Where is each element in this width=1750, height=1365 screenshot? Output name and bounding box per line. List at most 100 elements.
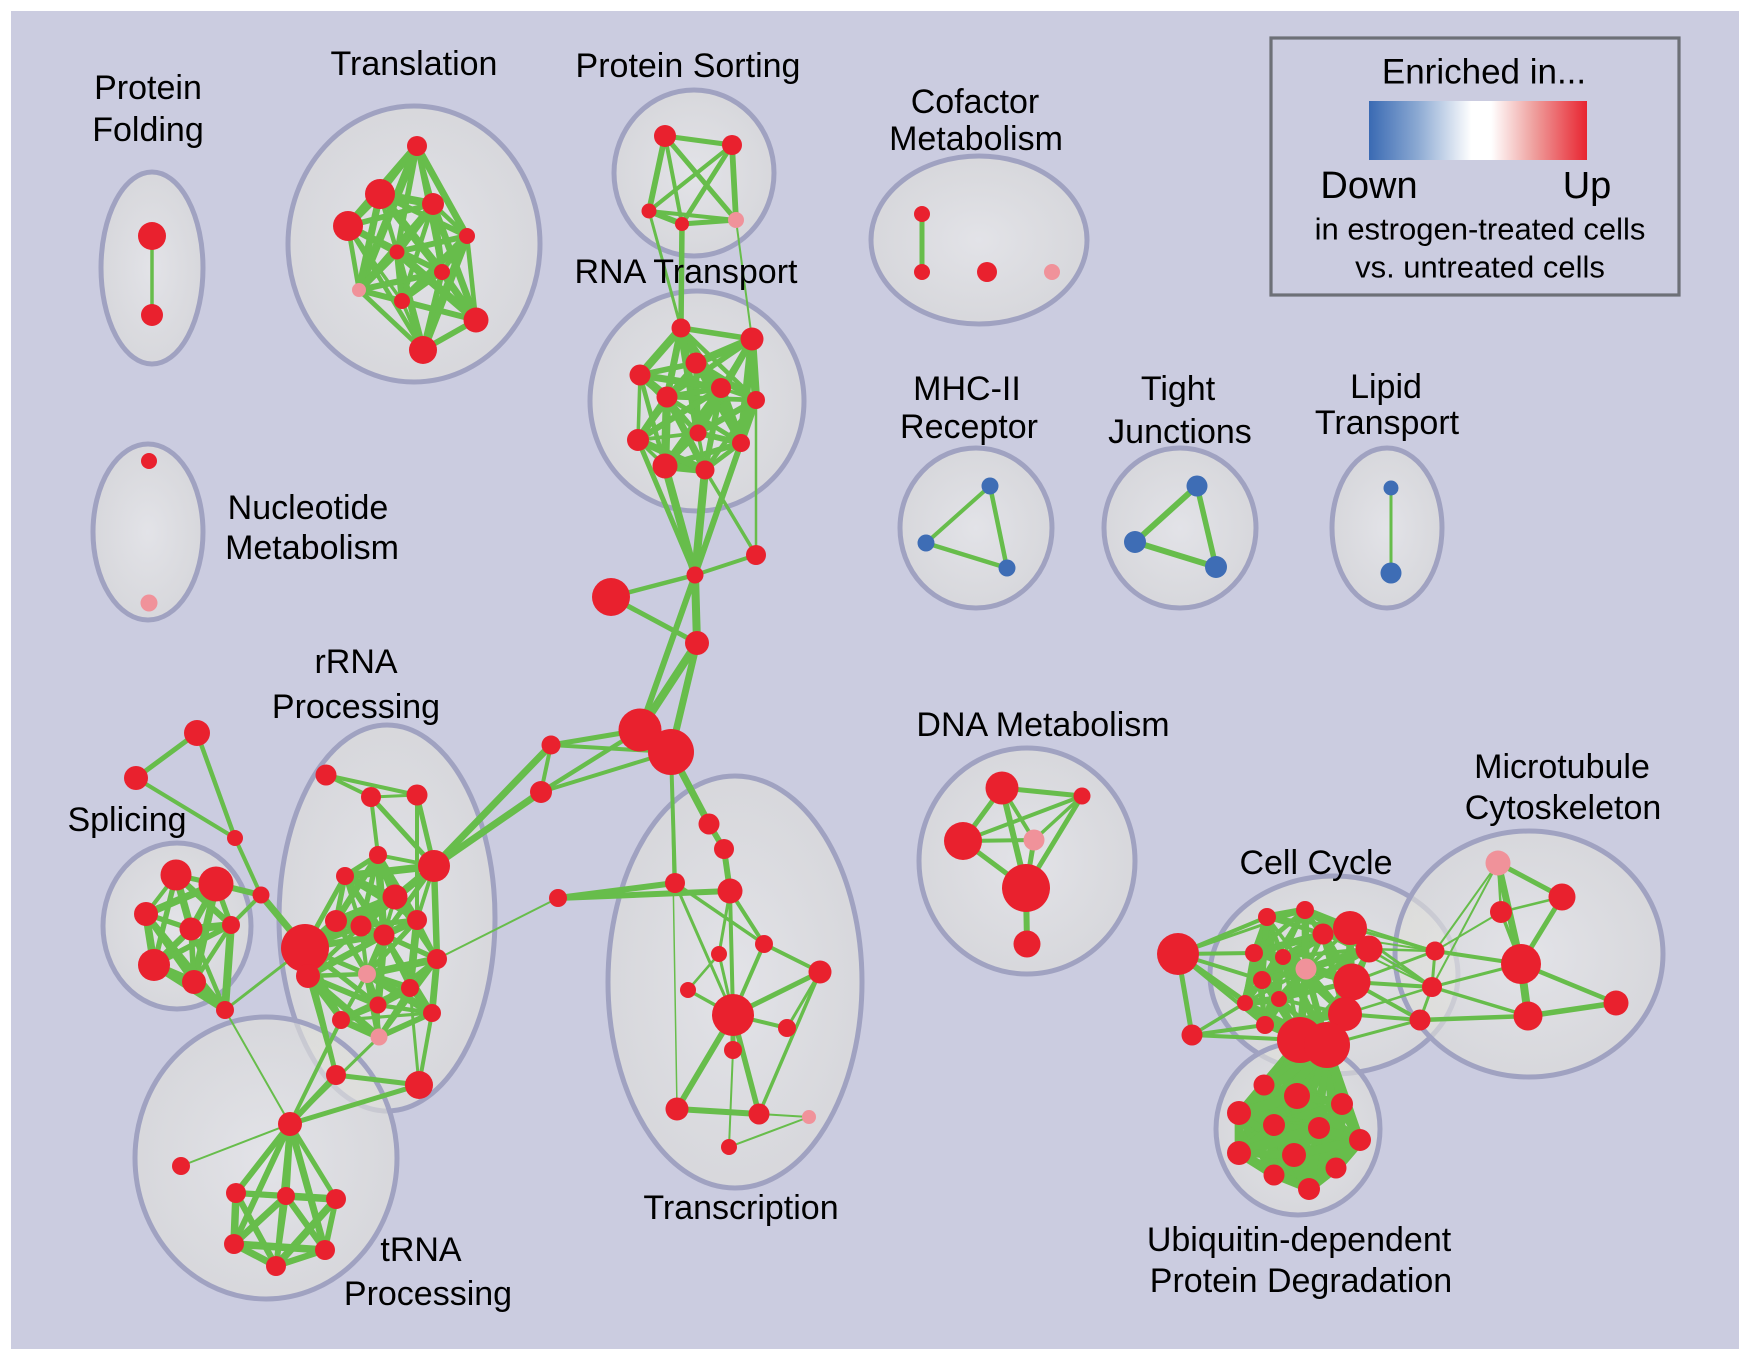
network-node-t11 [748, 1103, 770, 1125]
network-node-cc10 [1237, 995, 1253, 1011]
network-node-r17 [423, 1004, 441, 1022]
network-node-r14 [401, 979, 419, 997]
network-edge-n4-n7 [272, 1195, 340, 1270]
cluster-label-ubiquitin-degradation-line1: Protein Degradation [1150, 1262, 1452, 1300]
cluster-ellipse-cofactor-metabolism [868, 153, 1090, 327]
legend-subtitle-line1: in estrogen-treated cells [1315, 212, 1646, 247]
network-node-h [281, 924, 329, 972]
network-node-t1 [698, 813, 720, 835]
network-node-s1 [160, 859, 192, 891]
network-node-cc4 [1296, 901, 1314, 919]
network-node-r3 [406, 784, 428, 806]
network-edge-ps2-ps5 [729, 142, 739, 223]
network-edge-h2-r15 [305, 973, 381, 1008]
network-edge-n3-n5 [230, 1192, 290, 1248]
network-node-ub3 [1331, 1093, 1353, 1115]
network-edge-l1-r6 [430, 741, 555, 870]
network-node-l2 [530, 781, 552, 803]
network-edge-tj1-tj2 [1132, 483, 1200, 545]
network-edge-j3-m1 [1434, 862, 1499, 952]
network-edge-tr11-tr8 [356, 287, 426, 353]
cluster-label-rrna-processing-line0: rRNA [314, 643, 397, 681]
network-node-s7 [182, 970, 206, 994]
network-node-cc13 [1312, 923, 1334, 945]
legend: Enriched in... Down Up in estrogen-treated … [1269, 36, 1681, 297]
network-edge-rt7-rt8 [694, 396, 760, 437]
network-node-t1b [714, 839, 734, 859]
network-node-tr5 [459, 228, 475, 244]
network-edge-j2-rt10 [692, 440, 744, 578]
network-node-ub4 [1227, 1101, 1251, 1125]
network-node-ub7 [1349, 1129, 1371, 1151]
cluster-ellipse-mhc-ii-receptor [897, 445, 1055, 611]
network-node-tr7 [434, 264, 450, 280]
network-node-xc [227, 830, 243, 846]
network-edge-tr5-tr6 [394, 233, 470, 255]
network-edge-j2-k1 [693, 553, 758, 577]
network-edge-t7-te [673, 881, 735, 1017]
network-node-xa [184, 720, 210, 746]
network-node-d4 [1023, 829, 1045, 851]
network-node-cc9 [1253, 971, 1271, 989]
cluster-label-mhc-ii-receptor-line0: MHC-II [913, 370, 1021, 408]
network-edge-d2-d3 [961, 794, 1084, 843]
network-node-ps3 [641, 203, 657, 219]
network-edge-ht-n5 [231, 1121, 293, 1247]
cluster-label-protein-sorting-line0: Protein Sorting [576, 47, 801, 85]
network-edge-h2-r10 [304, 931, 388, 980]
network-node-k1 [746, 545, 766, 565]
network-node-s5 [222, 916, 240, 934]
network-node-r1 [315, 764, 337, 786]
network-node-tr2 [365, 179, 395, 209]
cluster-label-protein-folding-line1: Folding [92, 111, 204, 149]
network-edge-cc4-cc5 [1251, 907, 1308, 956]
network-edge-tr6-tr7 [395, 250, 444, 274]
network-node-n2 [226, 1183, 246, 1203]
network-node-p1 [618, 708, 662, 752]
network-node-t10 [665, 1097, 689, 1121]
network-edge-ps1-ps2 [662, 133, 735, 148]
network-edge-j3-m3 [1434, 911, 1502, 952]
network-node-m2 [1548, 883, 1576, 911]
network-edge-h2-r18 [304, 972, 383, 1041]
network-node-mh3 [998, 559, 1016, 577]
network-node-cc5 [1245, 944, 1263, 962]
network-edge-r14-r20 [408, 986, 421, 1087]
network-node-ub10 [1325, 1157, 1347, 1179]
network-node-cc14 [1333, 911, 1367, 945]
network-edge-j5-m5 [1417, 1013, 1531, 1023]
network-node-rt4 [629, 364, 651, 386]
network-edge-ht-n6 [286, 1120, 329, 1254]
network-edge-t3-te [673, 881, 766, 946]
network-edge-tr2-tr8 [355, 190, 384, 294]
network-node-tj2 [1124, 531, 1146, 553]
network-node-ub2 [1284, 1083, 1310, 1109]
network-node-n1 [172, 1157, 190, 1175]
legend-gradient-bar [1369, 101, 1587, 160]
network-edge-xb-xc [134, 776, 237, 840]
network-edge-r17-r18 [376, 1010, 435, 1040]
network-edge-tr4-tr9 [346, 224, 404, 303]
network-edge-tr7-tr8 [355, 268, 446, 294]
network-node-t3 [755, 935, 773, 953]
network-node-j4 [1422, 977, 1442, 997]
network-node-r2 [361, 787, 381, 807]
network-node-r8 [325, 910, 347, 932]
network-node-s3 [134, 902, 158, 926]
network-edge-mh2-mh3 [923, 540, 1010, 571]
network-edge-tr6-tr8 [355, 248, 401, 294]
network-node-ps4 [675, 217, 689, 231]
network-node-pf2 [141, 304, 163, 326]
network-node-j2 [686, 566, 704, 584]
network-edge-n3-n7 [273, 1193, 289, 1269]
network-node-r6 [418, 850, 450, 882]
network-edge-ps4-ps5 [679, 217, 739, 227]
network-edge-mh1-mh2 [924, 484, 992, 545]
network-node-cc7 [1295, 958, 1317, 980]
cluster-label-splicing-line0: Splicing [67, 801, 186, 839]
network-node-tr8 [352, 283, 366, 297]
network-node-rt9 [627, 429, 649, 451]
network-node-n7 [266, 1256, 286, 1276]
network-edge-j2-rt12 [691, 466, 709, 579]
network-node-cf1 [914, 206, 930, 222]
